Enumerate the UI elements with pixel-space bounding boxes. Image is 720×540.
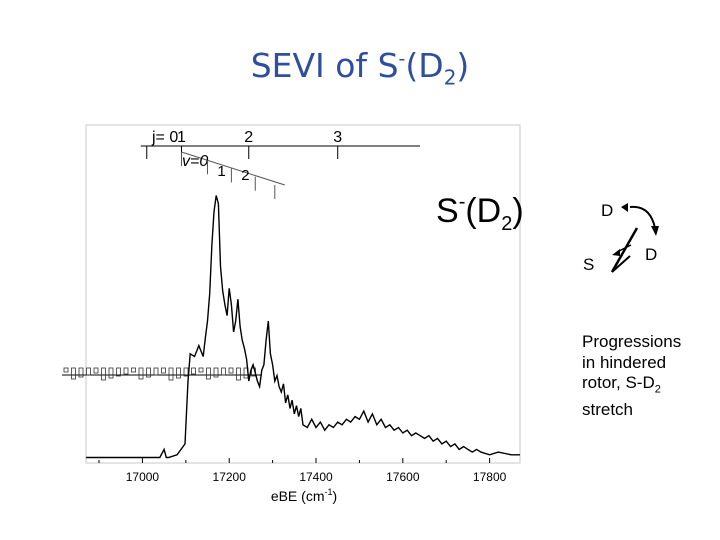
note-line-4: stretch [582,399,634,419]
artifact-glyph [183,367,189,377]
v-progression-tick-label: 1 [217,163,225,180]
title-main: SEVI of S [250,46,399,85]
x-tick-label: 17800 [473,470,507,484]
artifact-glyph [236,367,241,381]
x-tick-label: 17200 [213,470,247,484]
v-progression-tick-label: 2 [241,167,249,184]
plot-frame [85,124,521,464]
j-progression-tick-label: 3 [333,129,342,146]
artifact-glyph [131,367,136,373]
artifact-glyph [191,367,196,375]
artifact-glyph [123,367,129,375]
artifact-glyph [153,367,159,376]
artifact-glyph [228,367,234,374]
rotation-arrow-tail-icon [621,203,628,212]
title-superscript: - [398,48,406,70]
title-subscript: 2 [443,65,457,90]
v-progression-label: v=0 [182,153,208,170]
artifact-glyph [198,367,204,373]
d-atom-top-bond [610,227,639,273]
x-axis-label: eBE (cm-1) [271,487,337,504]
artifact-glyph [168,367,174,381]
artifact-glyph [138,367,144,380]
artifact-glyph [86,367,91,376]
artifact-glyph [101,367,106,381]
left-edge-artifact [62,367,262,381]
artifact-glyph [206,367,211,380]
note-line-3-text: rotor, S-D [582,373,655,392]
atom-d-top: D [601,201,614,220]
j-progression-tick-label: 1 [177,129,186,146]
artifact-glyph [221,367,226,376]
inset-label: S-(D2) [436,191,524,235]
atom-s: S [583,255,595,274]
note-line-2: in hindered [582,352,667,372]
j-progression-tick-label: 2 [244,129,253,146]
x-axis: 17000 17200 17400 17600 17800 [98,458,507,484]
x-tick-label: 17000 [126,470,160,484]
stretch-arrowhead-icon [612,249,620,256]
note-line-1: Progressions [582,332,682,351]
note-line-3: rotor, S-D2 [582,373,717,400]
note-line-3-subscript: 2 [654,383,661,396]
j-progression-label: j= 0 [151,129,178,146]
rotation-arrowhead-icon [651,226,659,236]
artifact-glyph [108,367,114,379]
rotation-arrow-icon [629,205,656,229]
x-tick-label: 17600 [386,470,420,484]
spectrum-line [86,195,520,459]
artifact-glyph [161,367,166,374]
artifact-glyph [63,367,69,373]
artifact-glyph [116,367,121,377]
artifact-glyph [146,367,151,378]
artifact-glyph [93,367,99,374]
title-paren-open: (D [405,46,444,85]
x-tick-label: 17400 [299,470,333,484]
progression-note: Progressions in hindered rotor, S-D2 str… [582,332,717,420]
v-progression-group: v=0 1 2 [180,151,285,199]
d-atom-right-bond [611,255,631,273]
artifact-glyph [78,367,84,378]
v-progression-bar [181,151,285,186]
title-paren-close: ) [456,46,470,85]
artifact-glyph [176,367,181,379]
artifact-glyph [71,367,76,380]
slide-title: SEVI of S-(D2) [0,46,720,90]
artifact-glyph [213,367,219,378]
atom-d-right: D [645,245,658,264]
